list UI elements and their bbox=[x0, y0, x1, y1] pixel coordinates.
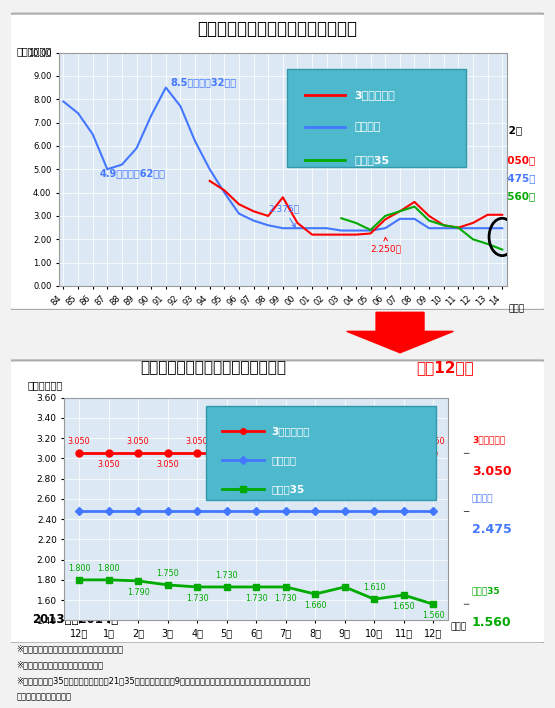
Text: ※住宅金融支援機構公表のデータを元に編集。: ※住宅金融支援機構公表のデータを元に編集。 bbox=[17, 644, 123, 653]
Text: 最近12ヶ月: 最近12ヶ月 bbox=[416, 360, 474, 375]
Text: フラッ35: フラッ35 bbox=[472, 587, 501, 595]
Text: 3年固定金利: 3年固定金利 bbox=[472, 435, 505, 445]
Text: 変動金利: 変動金利 bbox=[472, 494, 493, 503]
Text: 2.475: 2.475 bbox=[472, 523, 512, 536]
Text: 3.050: 3.050 bbox=[472, 464, 512, 478]
FancyArrow shape bbox=[347, 312, 453, 353]
Text: ※主要都市銀行における金利を掲載。: ※主要都市銀行における金利を掲載。 bbox=[17, 661, 103, 669]
FancyBboxPatch shape bbox=[8, 360, 547, 644]
Text: 2.475％: 2.475％ bbox=[496, 173, 536, 183]
Text: 2013年、2014年: 2013年、2014年 bbox=[32, 613, 119, 626]
Text: 民間金融機関の住宅ローン金利推移: 民間金融機関の住宅ローン金利推移 bbox=[140, 360, 286, 375]
Text: 1.560: 1.560 bbox=[472, 615, 512, 629]
Text: （年率・％）: （年率・％） bbox=[17, 47, 52, 57]
Text: 2014年12月: 2014年12月 bbox=[466, 125, 523, 135]
Text: 3.050％: 3.050％ bbox=[497, 155, 536, 165]
FancyBboxPatch shape bbox=[8, 13, 547, 310]
Text: 民間金融機関の住宅ローン金利推移: 民間金融機関の住宅ローン金利推移 bbox=[198, 20, 357, 38]
Text: （年率・％）: （年率・％） bbox=[27, 380, 62, 390]
Text: ※最新のフラッ35の金利は、返済期間21～35年タイプ（融資獹9割以下）の金利の内、取り扱い金融機関が提供する金利で: ※最新のフラッ35の金利は、返済期間21～35年タイプ（融資獹9割以下）の金利の… bbox=[17, 676, 310, 685]
Text: 最も多いものを表示。: 最も多いものを表示。 bbox=[17, 692, 72, 701]
Text: 1.560％: 1.560％ bbox=[497, 191, 536, 201]
